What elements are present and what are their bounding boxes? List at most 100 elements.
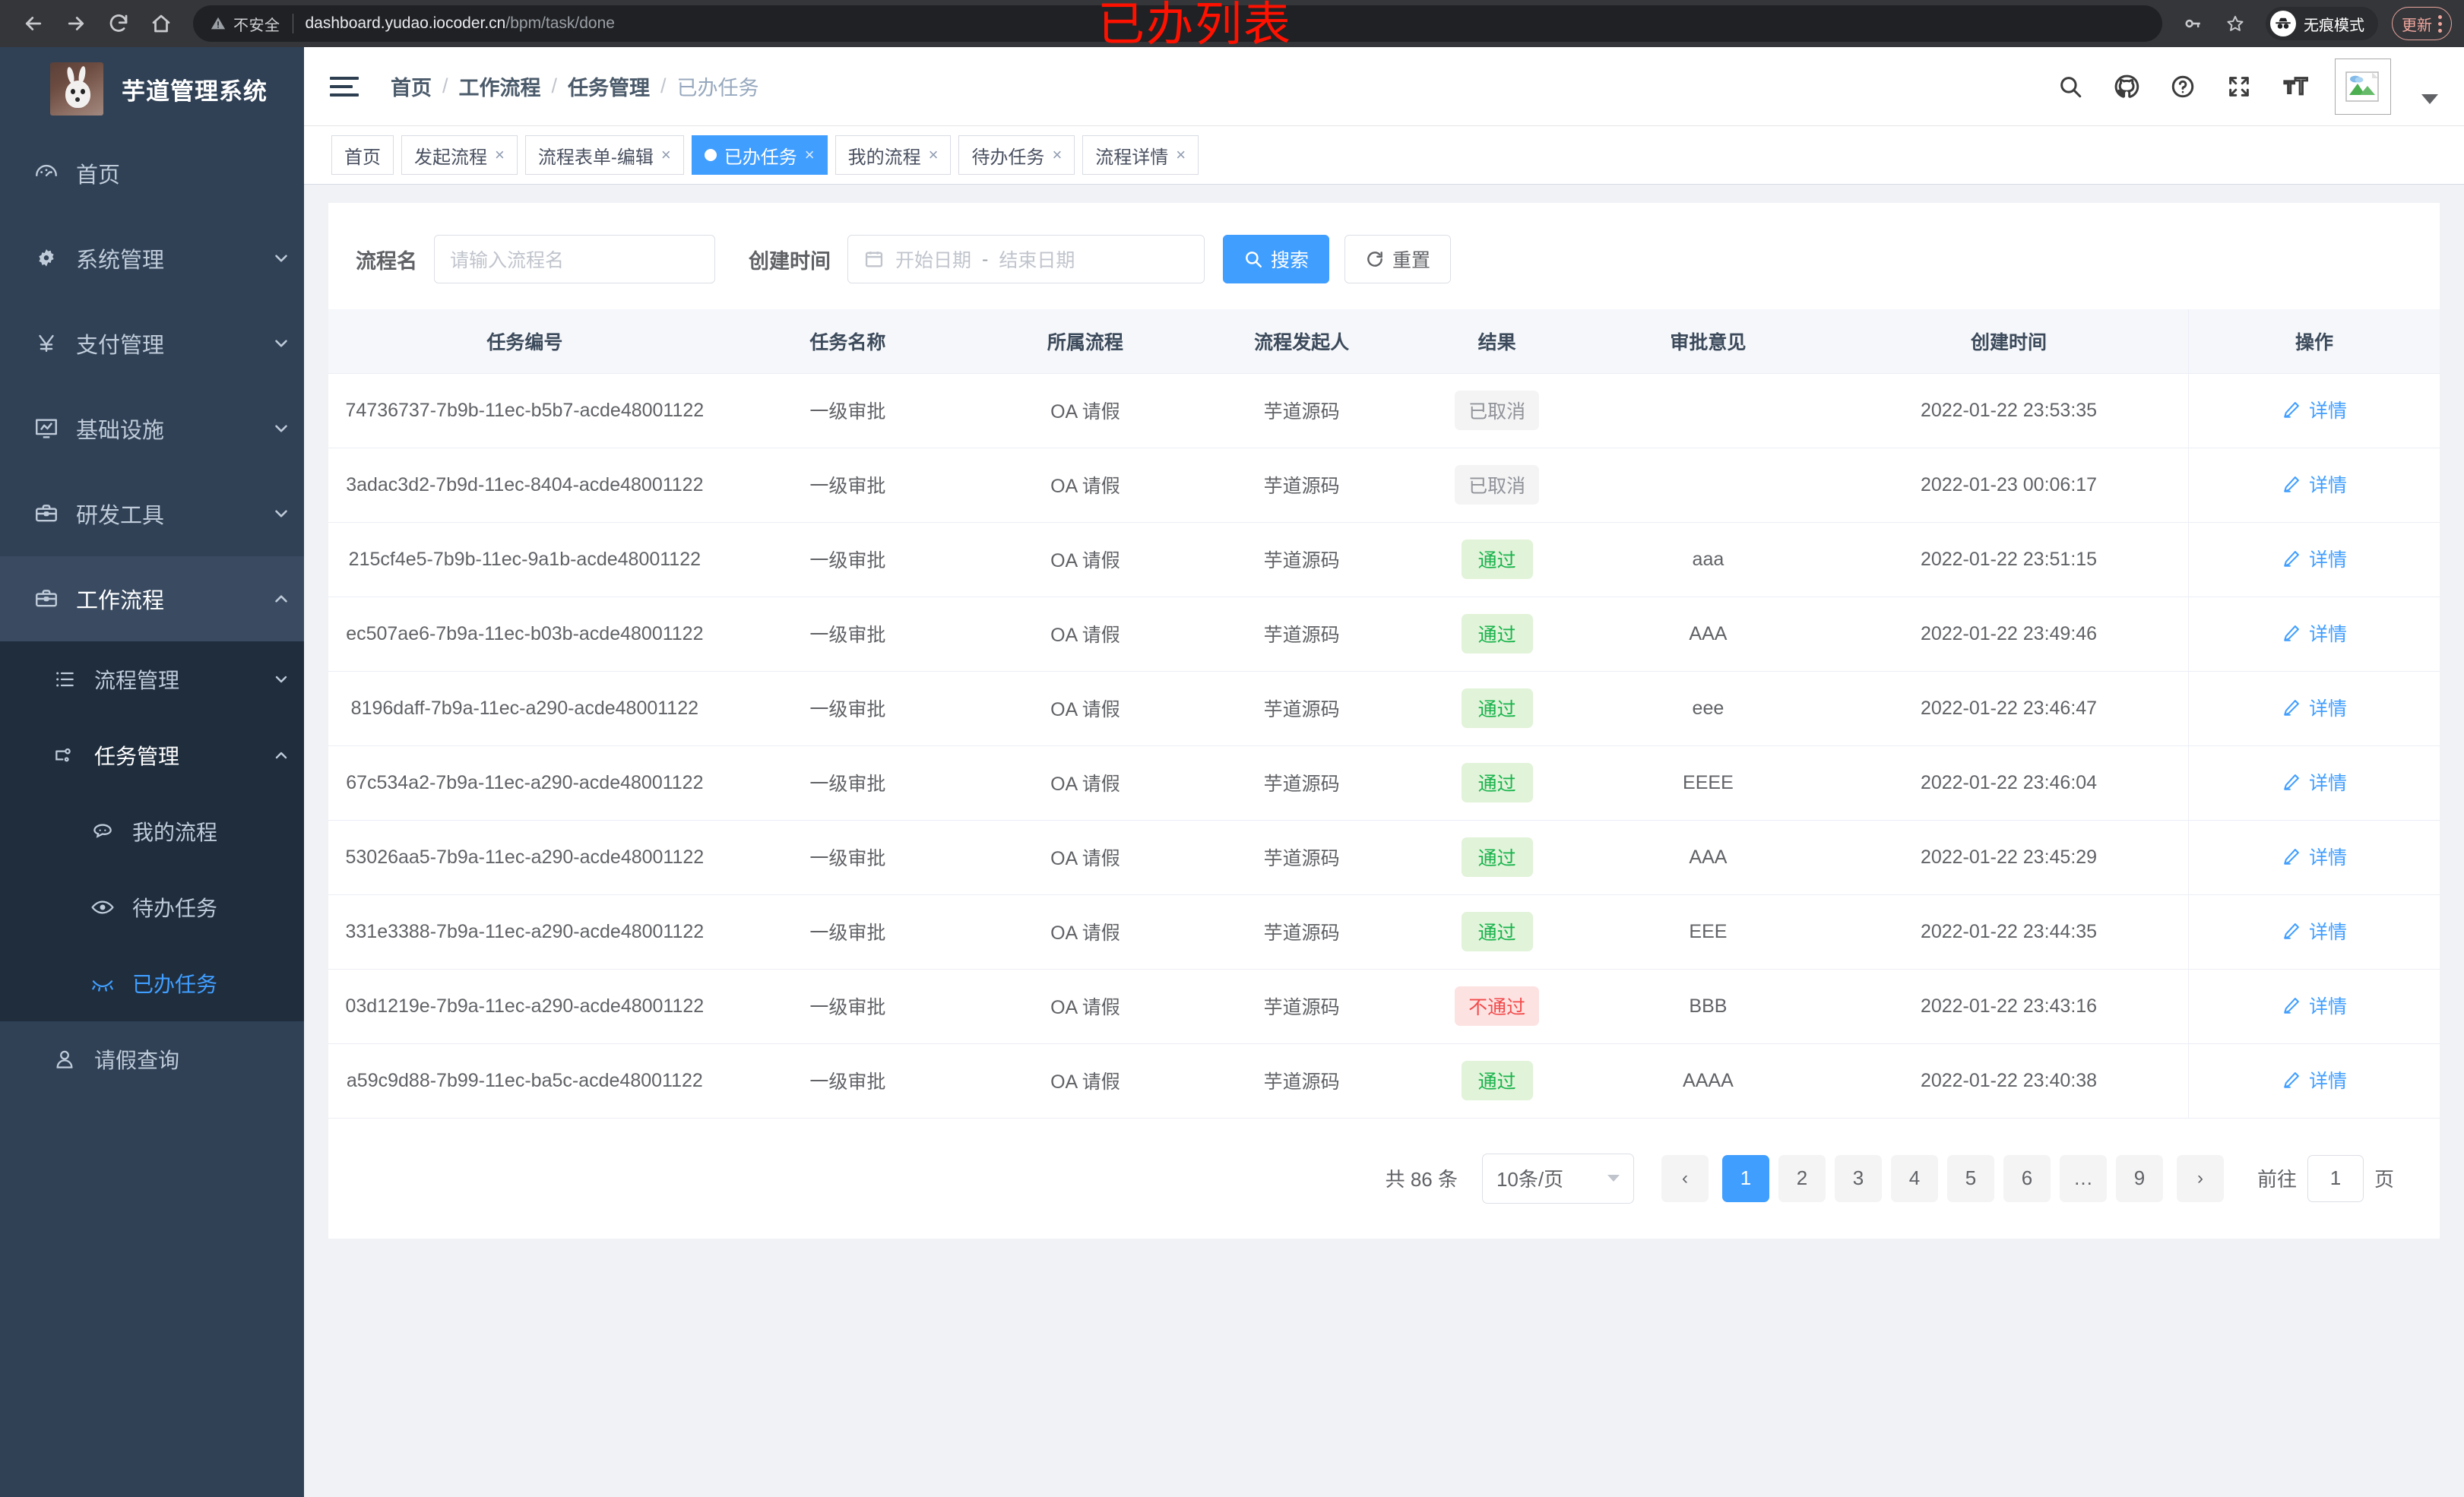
- sidebar-item-todo-task[interactable]: 待办任务: [0, 869, 304, 945]
- detail-button[interactable]: 详情: [2282, 470, 2347, 498]
- breadcrumb-item-home[interactable]: 首页: [391, 77, 432, 100]
- tab-done-task[interactable]: 已办任务 ×: [691, 135, 828, 175]
- sidebar-item-my-process[interactable]: 我的流程: [0, 793, 304, 869]
- page-size-select[interactable]: 10条/页: [1481, 1153, 1634, 1204]
- close-icon[interactable]: ×: [1052, 145, 1063, 164]
- incognito-mode-badge[interactable]: 无痕模式: [2266, 7, 2378, 40]
- chevron-down-icon[interactable]: [2421, 94, 2438, 104]
- cell-process: OA 请假: [974, 1043, 1196, 1119]
- chevron-down-icon[interactable]: [258, 248, 304, 268]
- sidebar-item-home[interactable]: 首页: [0, 131, 304, 216]
- security-indicator[interactable]: 不安全: [210, 13, 280, 35]
- github-icon[interactable]: [2110, 70, 2143, 103]
- task-node-icon: [47, 743, 82, 767]
- page-button-5[interactable]: 5: [1946, 1154, 1994, 1202]
- update-button[interactable]: 更新: [2392, 7, 2452, 40]
- cell-operation: 详情: [2187, 448, 2440, 523]
- close-icon[interactable]: ×: [660, 145, 671, 164]
- sidebar: 芋道管理系统 首页 系统管理 支付管理: [0, 47, 304, 1497]
- forward-arrow-icon[interactable]: [55, 2, 97, 45]
- tab-process-form-edit[interactable]: 流程表单-编辑 ×: [524, 135, 684, 175]
- tab-home[interactable]: 首页: [331, 135, 394, 175]
- close-icon[interactable]: ×: [804, 145, 815, 164]
- font-size-icon[interactable]: [2279, 70, 2312, 103]
- fullscreen-icon[interactable]: [2222, 70, 2256, 103]
- detail-button[interactable]: 详情: [2282, 917, 2347, 945]
- column-comment: 审批意见: [1586, 309, 1830, 374]
- prev-page-button[interactable]: ‹: [1661, 1154, 1709, 1202]
- cell-created-time: 2022-01-22 23:40:38: [1829, 1043, 2189, 1119]
- sidebar-item-infrastructure[interactable]: 基础设施: [0, 386, 304, 471]
- sidebar-item-devtools[interactable]: 研发工具: [0, 471, 304, 556]
- chevron-up-icon[interactable]: [258, 746, 304, 764]
- detail-button[interactable]: 详情: [2282, 1066, 2347, 1093]
- page-button-9[interactable]: 9: [2115, 1154, 2163, 1202]
- detail-button[interactable]: 详情: [2282, 992, 2347, 1019]
- breadcrumb-item-workflow[interactable]: 工作流程: [458, 77, 541, 100]
- cell-process: OA 请假: [974, 745, 1196, 821]
- process-name-input[interactable]: 请输入流程名: [434, 235, 715, 283]
- back-arrow-icon[interactable]: [12, 2, 55, 45]
- sidebar-item-leave-query[interactable]: 请假查询: [0, 1021, 304, 1097]
- tab-process-detail[interactable]: 流程详情 ×: [1082, 135, 1199, 175]
- page-button-3[interactable]: 3: [1834, 1154, 1882, 1202]
- sidebar-item-system[interactable]: 系统管理: [0, 216, 304, 301]
- url-text: dashboard.yudao.iocoder.cn/bpm/task/done: [306, 14, 615, 33]
- close-icon[interactable]: ×: [928, 145, 939, 164]
- detail-button[interactable]: 详情: [2282, 768, 2347, 796]
- address-bar[interactable]: 不安全 dashboard.yudao.iocoder.cn/bpm/task/…: [193, 5, 2162, 42]
- brand-header[interactable]: 芋道管理系统: [0, 47, 304, 131]
- goto-page-input[interactable]: 1: [2307, 1154, 2364, 1202]
- page-button-2[interactable]: 2: [1778, 1154, 1826, 1202]
- reload-icon[interactable]: [97, 2, 140, 45]
- tab-todo-task[interactable]: 待办任务 ×: [958, 135, 1075, 175]
- home-icon[interactable]: [140, 2, 182, 45]
- detail-button[interactable]: 详情: [2282, 619, 2347, 647]
- briefcase-icon: [27, 586, 65, 612]
- search-button[interactable]: 搜索: [1223, 235, 1330, 283]
- sidebar-item-label: 支付管理: [76, 334, 165, 358]
- search-icon[interactable]: [2054, 70, 2087, 103]
- tab-start-process[interactable]: 发起流程 ×: [401, 135, 518, 175]
- page-ellipsis[interactable]: …: [2059, 1154, 2107, 1202]
- avatar-image: [2345, 71, 2381, 103]
- eye-closed-icon: [85, 971, 120, 995]
- page-button-4[interactable]: 4: [1890, 1154, 1938, 1202]
- table-header-row: 任务编号 任务名称 所属流程 流程发起人 结果 审批意见 创建时间 操作: [328, 309, 2440, 374]
- page-button-6[interactable]: 6: [2003, 1154, 2051, 1202]
- date-range-picker[interactable]: 开始日期 - 结束日期: [847, 235, 1205, 283]
- chevron-down-icon[interactable]: [258, 334, 304, 353]
- close-icon[interactable]: ×: [1176, 145, 1186, 164]
- date-separator: -: [982, 248, 989, 270]
- page-button-1[interactable]: 1: [1721, 1154, 1769, 1202]
- close-icon[interactable]: ×: [495, 145, 505, 164]
- sidebar-item-done-task[interactable]: 已办任务: [0, 945, 304, 1021]
- sidebar-item-task-management[interactable]: 任务管理: [0, 717, 304, 793]
- detail-label: 详情: [2308, 996, 2347, 1018]
- cell-task-name: 一级审批: [721, 373, 975, 448]
- chevron-down-icon[interactable]: [258, 419, 304, 438]
- breadcrumb-item-task-management[interactable]: 任务管理: [568, 77, 651, 100]
- kebab-menu-icon[interactable]: [2438, 14, 2442, 33]
- help-icon[interactable]: [2166, 70, 2200, 103]
- star-icon[interactable]: [2215, 4, 2255, 43]
- sidebar-item-process-management[interactable]: 流程管理: [0, 641, 304, 717]
- sidebar-item-workflow[interactable]: 工作流程: [0, 556, 304, 641]
- reset-button[interactable]: 重置: [1344, 235, 1452, 283]
- topbar-actions: [2054, 58, 2438, 115]
- detail-button[interactable]: 详情: [2282, 843, 2347, 870]
- detail-button[interactable]: 详情: [2282, 545, 2347, 572]
- avatar[interactable]: [2335, 58, 2391, 115]
- hamburger-icon[interactable]: [330, 69, 365, 104]
- sidebar-item-payment[interactable]: 支付管理: [0, 301, 304, 386]
- chevron-down-icon[interactable]: [258, 504, 304, 524]
- key-icon[interactable]: [2173, 4, 2212, 43]
- filter-bar: 流程名 请输入流程名 创建时间 开始日期 - 结束日期: [328, 203, 2440, 309]
- detail-button[interactable]: 详情: [2282, 396, 2347, 423]
- next-page-button[interactable]: ›: [2176, 1154, 2224, 1202]
- detail-button[interactable]: 详情: [2282, 694, 2347, 721]
- sidebar-item-label: 基础设施: [76, 419, 165, 443]
- chevron-up-icon[interactable]: [258, 589, 304, 609]
- tab-my-process[interactable]: 我的流程 ×: [835, 135, 952, 175]
- chevron-down-icon[interactable]: [258, 670, 304, 688]
